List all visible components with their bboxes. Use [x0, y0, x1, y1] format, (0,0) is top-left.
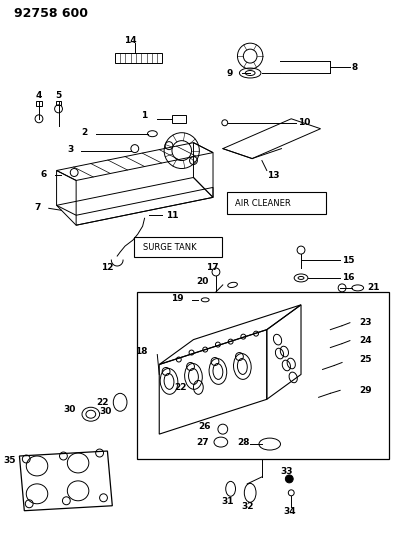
Text: 32: 32 [241, 502, 253, 511]
Text: 25: 25 [360, 355, 372, 364]
Text: 20: 20 [196, 277, 208, 286]
Text: 15: 15 [342, 255, 355, 264]
Text: 24: 24 [360, 336, 373, 345]
Text: 22: 22 [174, 383, 186, 392]
Text: 8: 8 [352, 62, 358, 71]
Bar [55, 101, 62, 105]
Text: 28: 28 [238, 438, 250, 447]
Text: 27: 27 [197, 438, 209, 447]
Circle shape [285, 475, 293, 483]
Text: AIR CLEANER: AIR CLEANER [235, 199, 290, 208]
Text: 19: 19 [171, 294, 184, 303]
Text: 30: 30 [64, 405, 76, 414]
Text: SURGE TANK: SURGE TANK [143, 243, 196, 252]
Text: 33: 33 [280, 467, 293, 477]
Text: 31: 31 [222, 497, 234, 506]
Text: 3: 3 [67, 145, 73, 154]
Text: 34: 34 [283, 507, 295, 516]
Text: 7: 7 [35, 203, 41, 212]
Text: 12: 12 [101, 263, 113, 272]
Text: 10: 10 [298, 118, 310, 127]
Text: 6: 6 [40, 170, 47, 179]
Text: 23: 23 [360, 318, 372, 327]
Text: 22: 22 [96, 398, 109, 407]
Text: 21: 21 [368, 284, 380, 293]
Text: 92758 600: 92758 600 [13, 7, 88, 20]
Text: 14: 14 [124, 36, 136, 45]
Text: 11: 11 [166, 211, 179, 220]
Text: 18: 18 [135, 347, 148, 356]
Bar [172, 115, 186, 123]
Text: 9: 9 [226, 69, 233, 77]
Text: 17: 17 [206, 263, 218, 272]
Text: 29: 29 [360, 386, 373, 395]
Text: 16: 16 [342, 273, 355, 282]
Bar [137, 292, 389, 459]
Text: 35: 35 [3, 456, 16, 465]
Text: 13: 13 [267, 171, 279, 180]
Text: 26: 26 [199, 422, 211, 431]
Text: 2: 2 [82, 128, 88, 137]
Text: 5: 5 [55, 91, 62, 100]
Text: 30: 30 [99, 407, 111, 416]
Text: 1: 1 [141, 111, 148, 120]
Text: 4: 4 [36, 91, 42, 100]
Bar [36, 101, 42, 106]
